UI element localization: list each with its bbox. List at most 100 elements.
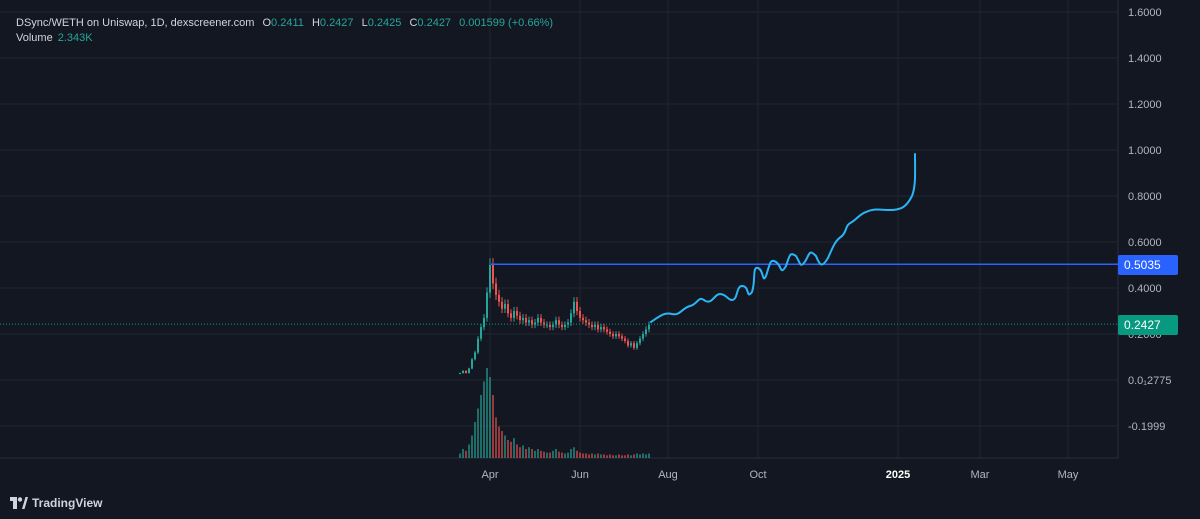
volume-bar bbox=[492, 395, 494, 458]
price-tick-label: 0.8000 bbox=[1128, 191, 1162, 203]
volume-bar bbox=[603, 454, 605, 458]
time-tick-label: Jun bbox=[571, 469, 589, 481]
volume-bar bbox=[477, 408, 479, 458]
time-tick-label: Oct bbox=[749, 469, 766, 481]
candle-body bbox=[600, 327, 602, 330]
volume-bar bbox=[528, 447, 530, 458]
candle-body bbox=[465, 370, 467, 374]
candle-body bbox=[603, 327, 605, 330]
candle-body bbox=[588, 322, 590, 325]
volume-bar bbox=[609, 454, 611, 458]
tradingview-logo-text: TradingView bbox=[32, 496, 103, 510]
volume-bar bbox=[567, 452, 569, 458]
time-tick-label: Apr bbox=[481, 469, 498, 481]
candle-body bbox=[642, 334, 644, 339]
candle-body bbox=[549, 324, 551, 328]
candle-body bbox=[609, 331, 611, 334]
candle-body bbox=[567, 322, 569, 325]
volume-bar bbox=[501, 431, 503, 458]
low-label: L bbox=[361, 17, 368, 29]
volume-bar bbox=[513, 438, 515, 458]
candle-body bbox=[495, 283, 497, 295]
candle-body bbox=[561, 324, 563, 328]
tradingview-logo[interactable]: TradingView bbox=[10, 496, 102, 510]
candle-body bbox=[459, 373, 461, 375]
candle-body bbox=[558, 320, 560, 325]
candle-body bbox=[525, 317, 527, 323]
volume-bars bbox=[459, 368, 650, 458]
candle-body bbox=[591, 324, 593, 328]
volume-bar bbox=[465, 450, 467, 458]
volume-bar bbox=[636, 453, 638, 458]
volume-bar bbox=[507, 440, 509, 458]
candle-body bbox=[633, 343, 635, 348]
volume-bar bbox=[549, 452, 551, 458]
volume-bar bbox=[588, 454, 590, 458]
pair-title: DSync/WETH on Uniswap, 1D, dexscreener.c… bbox=[16, 17, 255, 29]
candle-body bbox=[576, 301, 578, 311]
candle-body bbox=[486, 292, 488, 318]
volume-bar bbox=[648, 453, 650, 458]
candle-body bbox=[507, 304, 509, 314]
volume-bar bbox=[624, 455, 626, 458]
low-value: 0.2425 bbox=[367, 17, 402, 29]
volume-bar bbox=[525, 449, 527, 458]
close-value: 0.2427 bbox=[417, 17, 452, 29]
candle-body bbox=[540, 317, 542, 323]
candle-body bbox=[489, 265, 491, 293]
price-tick-label: -0.1999 bbox=[1128, 421, 1165, 433]
candlestick-series bbox=[459, 258, 650, 375]
candle-body bbox=[582, 317, 584, 321]
volume-bar bbox=[483, 381, 485, 458]
candle-body bbox=[618, 334, 620, 337]
resistance-price-tag: 0.5035 bbox=[1118, 255, 1178, 276]
volume-bar bbox=[534, 450, 536, 458]
candle-body bbox=[534, 322, 536, 325]
change-value: 0.001599 (+0.66%) bbox=[459, 17, 554, 29]
candle-body bbox=[627, 340, 629, 346]
volume-bar bbox=[582, 453, 584, 458]
candle-body bbox=[630, 343, 632, 346]
volume-bar bbox=[633, 454, 635, 458]
volume-bar bbox=[495, 417, 497, 458]
price-axis: 1.6000 1.4000 1.2000 1.0000 0.8000 0.6000 0.40… bbox=[1128, 7, 1171, 433]
projection-curve bbox=[650, 153, 917, 323]
open-label: O bbox=[262, 17, 272, 29]
chart-legend: DSync/WETH on Uniswap, 1D, dexscreener.c… bbox=[16, 16, 553, 46]
chart-grid bbox=[0, 0, 1119, 459]
volume-value: 2.343K bbox=[57, 32, 93, 44]
candle-body bbox=[513, 311, 515, 318]
candle-body bbox=[543, 322, 545, 325]
candle-body bbox=[492, 265, 494, 284]
open-value: 0.2411 bbox=[271, 17, 304, 29]
candle-body bbox=[585, 320, 587, 323]
candle-body bbox=[471, 359, 473, 369]
candle-body bbox=[606, 329, 608, 332]
candle-body bbox=[480, 327, 482, 339]
price-tick-label: 0.6000 bbox=[1128, 237, 1162, 249]
candle-body bbox=[474, 352, 476, 360]
volume-bar bbox=[642, 453, 644, 458]
candle-body bbox=[570, 313, 572, 323]
high-value: 0.2427 bbox=[319, 17, 354, 29]
volume-bar bbox=[579, 452, 581, 458]
volume-bar bbox=[489, 377, 491, 458]
candle-body bbox=[597, 324, 599, 330]
volume-bar bbox=[540, 450, 542, 458]
candle-body bbox=[501, 301, 503, 309]
time-axis: Apr Jun Aug Oct 2025 Mar May bbox=[481, 469, 1078, 481]
price-tick-label: 0.0₁2775 bbox=[1128, 375, 1171, 387]
volume-bar bbox=[552, 450, 554, 458]
price-tick-label: 1.0000 bbox=[1128, 145, 1162, 157]
volume-bar bbox=[594, 454, 596, 458]
volume-bar bbox=[468, 444, 470, 458]
candle-body bbox=[639, 338, 641, 344]
price-tick-label: 0.4000 bbox=[1128, 283, 1162, 295]
volume-bar bbox=[522, 445, 524, 458]
volume-bar bbox=[621, 455, 623, 458]
candle-body bbox=[615, 334, 617, 337]
volume-bar bbox=[618, 454, 620, 458]
candle-body bbox=[462, 370, 464, 374]
volume-bar bbox=[570, 449, 572, 458]
